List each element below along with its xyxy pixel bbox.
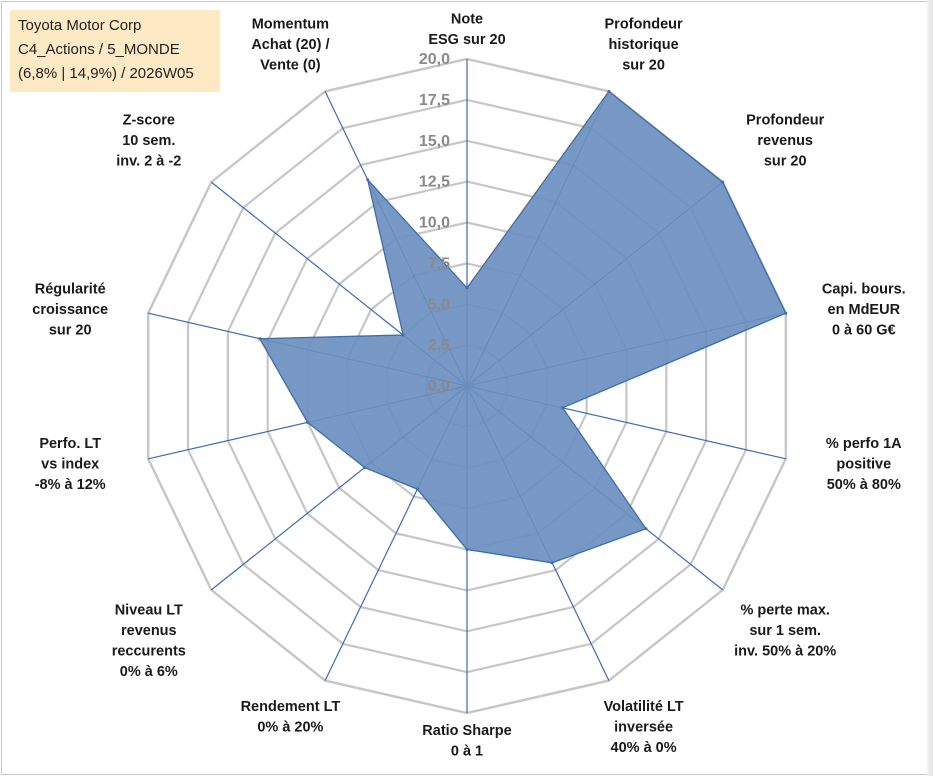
axis-label-line: vs index (41, 456, 99, 472)
data-point (366, 178, 370, 182)
data-point (721, 180, 725, 184)
axis-label-line: % perte max. (740, 603, 829, 619)
data-point (607, 89, 611, 93)
axis-label-line: Capi. bours. (822, 281, 906, 297)
axis-label-line: Z-score (123, 113, 175, 129)
axis-label-line: positive (836, 456, 891, 472)
axis-label-line: Note (451, 11, 483, 27)
axis-label-line: inv. 2 à -2 (116, 154, 181, 170)
axis-label-line: Achat (20) / (251, 37, 329, 53)
axis-label-line: Ratio Sharpe (422, 723, 511, 739)
tick-label: 0,0 (428, 378, 450, 395)
axis-label-line: Vente (0) (260, 57, 321, 73)
axis-label-line: % perfo 1A (826, 436, 902, 452)
axis-label-line: 0 à 60 G€ (832, 322, 896, 338)
tick-label: 15,0 (419, 133, 450, 150)
axis-label-line: inversée (614, 719, 673, 735)
tick-label: 12,5 (419, 174, 450, 191)
axis-label-line: 0% à 20% (257, 719, 323, 735)
tick-label: 7,5 (428, 255, 450, 272)
axis-label-line: 10 sem. (122, 133, 175, 149)
data-point (644, 527, 648, 531)
axis-label-line: Rendement LT (241, 699, 341, 715)
axis-label-line: Momentum (252, 16, 329, 32)
data-point (258, 337, 262, 341)
axis-label-line: Profondeur (605, 16, 683, 32)
axis-label-line: Régularité (35, 281, 106, 297)
axis-label-line: Niveau LT (115, 603, 183, 619)
radar-axis-labels: Note ESG sur 20 Profondeur historique sur 20… (32, 11, 905, 759)
axis-label-line: inv. 50% à 20% (734, 644, 836, 660)
data-point (465, 286, 469, 290)
axis-label-line: sur 20 (764, 154, 807, 170)
axis-label-line: ESG sur 20 (428, 32, 505, 48)
tick-label: 2,5 (428, 337, 450, 354)
portfolio-category: C4_Actions / 5_MONDE (18, 41, 180, 58)
company-name: Toyota Motor Corp (18, 17, 142, 34)
axis-label-line: sur 20 (622, 57, 665, 73)
axis-label-line: revenus (757, 133, 813, 149)
axis-label-line: sur 1 sem. (749, 623, 821, 639)
data-point (784, 311, 788, 315)
data-point (465, 548, 469, 551)
axis-label-line: 40% à 0% (611, 740, 677, 756)
data-point (363, 466, 367, 470)
axis-label-line: croissance (32, 302, 108, 318)
axis-label-line: revenus (121, 623, 177, 639)
data-point (415, 487, 419, 491)
data-point (401, 333, 405, 337)
title-box: Toyota Motor Corp C4_Actions / 5_MONDE (… (10, 10, 220, 92)
axis-label-line: Perfo. LT (39, 436, 101, 452)
data-point (550, 561, 554, 565)
axis-label-line: Profondeur (746, 113, 824, 129)
axis-label-line: -8% à 12% (35, 477, 106, 493)
tick-label: 20,0 (419, 51, 450, 68)
axis-label-line: Volatilité LT (604, 699, 684, 715)
axis-label-line: 50% à 80% (827, 477, 901, 493)
axis-label-line: 0 à 1 (451, 744, 483, 760)
data-point (306, 420, 310, 424)
axis-label-line: 0% à 6% (120, 664, 178, 680)
window-edge (927, 0, 933, 776)
tick-label: 10,0 (419, 215, 450, 232)
performance-week: (6,8% | 14,9%) / 2026W05 (18, 65, 194, 82)
tick-label: 5,0 (428, 296, 450, 313)
data-point (561, 406, 565, 410)
series-area (258, 90, 787, 564)
axis-label-line: historique (609, 37, 679, 53)
tick-label: 17,5 (419, 92, 450, 109)
axis-label-line: en MdEUR (828, 302, 901, 318)
axis-label-line: reccurents (112, 644, 186, 660)
axis-label-line: sur 20 (49, 322, 92, 338)
radar-tick-labels: 0,0 2,5 5,0 7,5 10,0 12,5 15,0 17,5 20,0 (419, 51, 450, 395)
radar-series (258, 89, 788, 565)
